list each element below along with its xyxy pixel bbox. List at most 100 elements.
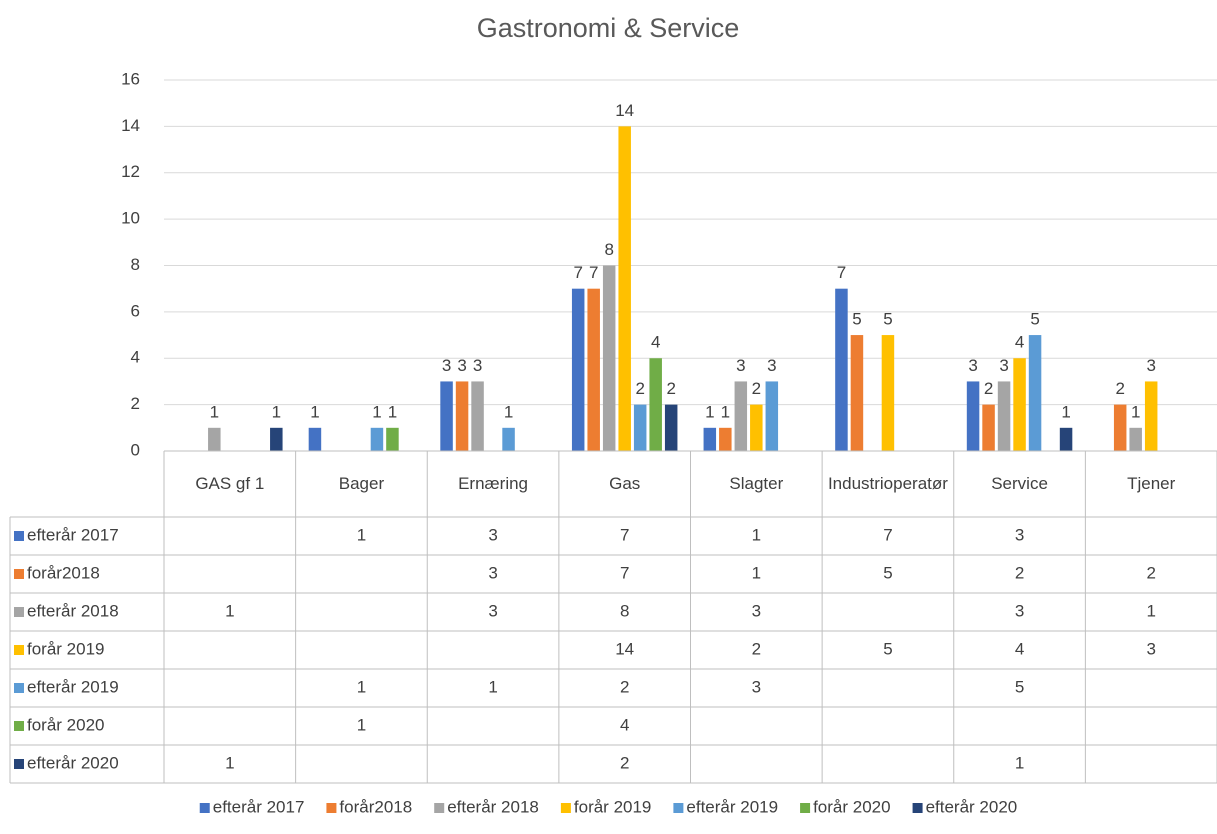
y-tick-label: 10 [121, 209, 140, 228]
bar [440, 381, 453, 451]
bar [1129, 427, 1142, 451]
row-label: efterår 2020 [27, 753, 119, 772]
legend-swatch [14, 645, 24, 655]
bar [734, 381, 748, 451]
bar [571, 288, 585, 451]
bar [649, 358, 662, 451]
legend-swatch [800, 803, 811, 813]
legend-swatch [14, 683, 24, 693]
table-value: 1 [752, 563, 761, 582]
bar [881, 335, 895, 451]
category-cell: Industrioperatør [827, 473, 948, 493]
bar [1028, 335, 1042, 451]
bar [1059, 427, 1073, 451]
category-cell: Ernæring [458, 473, 529, 493]
x-tick-label: Industrioperatør [827, 473, 948, 493]
legend-label: forår 2019 [574, 797, 652, 816]
bar [370, 427, 384, 451]
bar [703, 427, 717, 451]
table-value: 1 [357, 715, 366, 734]
y-tick-label: 0 [131, 440, 140, 459]
row-label: forår 2020 [27, 715, 105, 734]
legend-label: forår 2020 [813, 797, 891, 816]
bar [850, 335, 864, 451]
table-value: 3 [1015, 601, 1024, 620]
bar [602, 265, 616, 451]
x-tick-label: Tjener [1127, 473, 1176, 493]
legend-label: efterår 2017 [213, 797, 305, 816]
data-label: 1 [210, 402, 219, 421]
bar [270, 427, 283, 451]
bar [1144, 381, 1158, 451]
y-tick-label: 12 [121, 162, 140, 181]
data-label: 3 [999, 356, 1008, 375]
data-table [9, 451, 1217, 784]
legend-swatch [912, 803, 923, 813]
category-cell: Service [991, 474, 1048, 493]
data-label: 7 [573, 263, 582, 282]
table-value: 1 [357, 525, 366, 544]
data-label: 5 [852, 310, 861, 329]
x-tick-label: Gas [609, 473, 641, 493]
legend-swatch [14, 759, 24, 769]
table-value: 1 [357, 677, 366, 696]
table-value: 2 [1146, 563, 1155, 582]
data-label: 1 [504, 402, 513, 421]
y-tick-label: 8 [131, 255, 140, 274]
data-label: 1 [1131, 402, 1140, 421]
table-value: 2 [1015, 563, 1024, 582]
bar [1013, 358, 1026, 451]
table-value: 3 [1146, 639, 1155, 658]
legend-swatch [326, 803, 337, 813]
bar [471, 381, 484, 451]
row-label: forår2018 [27, 563, 100, 582]
data-label: 2 [635, 379, 644, 398]
data-label: 3 [968, 356, 977, 375]
table-value: 1 [1146, 601, 1155, 620]
table-value: 3 [488, 563, 497, 582]
row-label: efterår 2019 [27, 677, 119, 696]
bar [208, 427, 221, 451]
legend-swatch [560, 803, 571, 813]
bar [835, 288, 848, 451]
y-tick-label: 16 [121, 69, 140, 88]
table-value: 3 [488, 525, 497, 544]
table-value: 1 [488, 677, 497, 696]
x-tick-label: Bager [338, 473, 385, 493]
table-value: 1 [752, 525, 761, 544]
data-label: 7 [589, 263, 598, 282]
legend-label: forår2018 [339, 797, 412, 816]
x-tick-label: Slagter [729, 473, 784, 493]
table-value: 7 [620, 563, 629, 582]
data-label: 3 [1146, 356, 1155, 375]
data-label: 1 [1061, 402, 1070, 421]
table-value: 2 [620, 677, 629, 696]
bar [997, 381, 1011, 451]
legend-swatch [14, 607, 24, 617]
bar [982, 404, 995, 451]
table-value: 3 [1015, 525, 1024, 544]
category-cell: Bager [338, 473, 385, 493]
table-value: 2 [752, 639, 761, 658]
data-label: 1 [372, 402, 381, 421]
legend-swatch [14, 531, 24, 541]
table-value: 8 [620, 601, 629, 620]
data-label: 1 [705, 402, 714, 421]
category-cell: Slagter [729, 473, 784, 493]
bar [719, 427, 732, 451]
table-value: 3 [752, 677, 761, 696]
data-label: 5 [1030, 310, 1039, 329]
table-value: 2 [620, 753, 629, 772]
legend-swatch [434, 803, 445, 813]
table-value: 7 [883, 525, 892, 544]
table-value: 1 [1015, 753, 1024, 772]
data-label: 1 [388, 402, 397, 421]
x-tick-label: Ernæring [458, 473, 529, 493]
data-label: 5 [883, 310, 892, 329]
table-value: 14 [615, 639, 634, 658]
data-label: 3 [457, 356, 466, 375]
data-label: 3 [442, 356, 451, 375]
data-label: 1 [272, 402, 281, 421]
row-label: efterår 2018 [27, 601, 119, 620]
bar [386, 427, 399, 451]
